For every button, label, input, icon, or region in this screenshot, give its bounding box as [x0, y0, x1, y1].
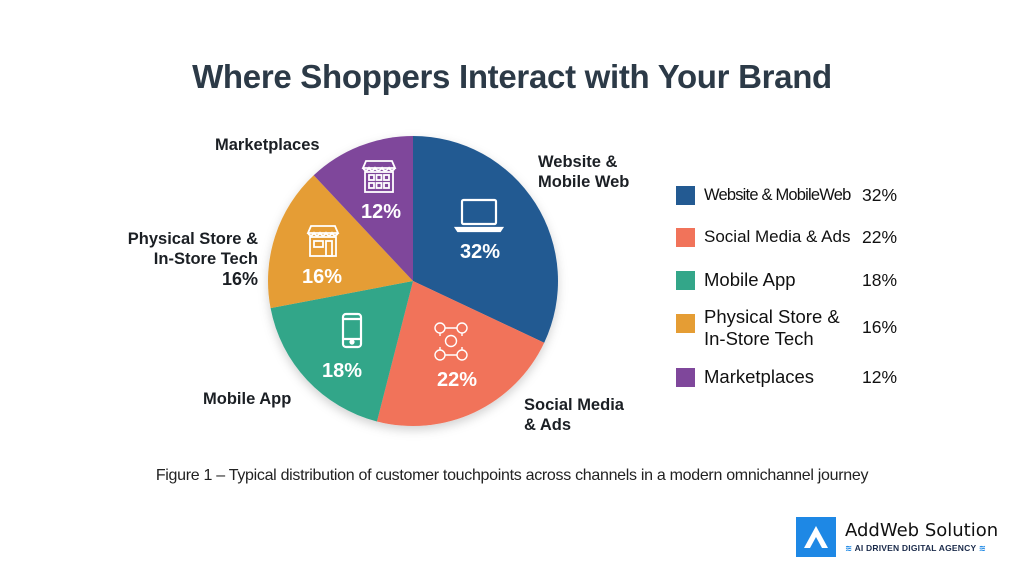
marketplace-icon — [361, 160, 397, 193]
slice-website — [413, 136, 559, 343]
brand-logo-icon — [796, 517, 836, 557]
circuit-icon: ≋ — [976, 542, 987, 553]
chart-title: Where Shoppers Interact with Your Brand — [192, 58, 832, 95]
legend-label: Physical Store & In-Store Tech — [704, 306, 840, 349]
social-media-icon — [434, 322, 468, 361]
storefront-icon — [306, 225, 340, 257]
slice-social-media — [376, 281, 545, 426]
brand-logo-block: AddWeb Solution ≋ AI DRIVEN DIGITAL AGEN… — [796, 517, 998, 557]
callout-social-media: Social Media & Ads — [524, 396, 624, 434]
legend-value: 22% — [862, 227, 898, 247]
laptop-icon — [453, 198, 505, 233]
callout-mobile-app: Mobile App — [203, 390, 292, 408]
legend-swatch — [676, 186, 695, 205]
slice-mobile-app — [270, 281, 413, 422]
callout-marketplaces: Marketplaces — [215, 136, 320, 154]
circuit-icon: ≋ — [845, 542, 855, 553]
legend-label: Marketplaces — [704, 366, 815, 387]
slice-value-label: 22% — [437, 369, 477, 391]
legend-swatch — [676, 368, 695, 387]
slice-physical-store — [268, 175, 413, 309]
callout-website: Website & Mobile Web — [538, 153, 630, 191]
callout-physical-store: Physical Store & In-Store Tech 16% — [127, 230, 258, 289]
legend-label: Website & MobileWeb — [704, 186, 851, 204]
legend-label: Mobile App — [704, 269, 796, 290]
legend-item-marketplaces: Marketplaces 12% — [676, 366, 916, 388]
smartphone-icon — [341, 312, 363, 349]
slice-value-label: 12% — [361, 201, 401, 223]
slice-value-label: 16% — [302, 266, 342, 288]
legend-value: 18% — [862, 270, 898, 290]
slice-value-label: 32% — [460, 241, 500, 263]
legend-item-social-media: Social Media & Ads 22% — [676, 226, 916, 248]
brand-tagline: ≋ AI DRIVEN DIGITAL AGENCY ≋ — [845, 542, 987, 553]
legend-swatch — [676, 314, 695, 333]
legend-value: 16% — [862, 317, 898, 337]
legend-value: 32% — [862, 185, 898, 205]
legend-swatch — [676, 228, 695, 247]
legend-item-mobile-app: Mobile App 18% — [676, 269, 916, 291]
slice-value-label: 18% — [322, 360, 362, 382]
legend-label: Social Media & Ads — [704, 227, 851, 246]
figure-caption: Figure 1 – Typical distribution of custo… — [155, 467, 869, 484]
brand-name: AddWeb Solution — [845, 519, 999, 541]
legend-swatch — [676, 271, 695, 290]
legend-value: 12% — [862, 367, 898, 387]
legend-item-physical-store: Physical Store & In-Store Tech 16% — [676, 306, 916, 350]
legend-item-website: Website & MobileWeb 32% — [676, 184, 916, 206]
